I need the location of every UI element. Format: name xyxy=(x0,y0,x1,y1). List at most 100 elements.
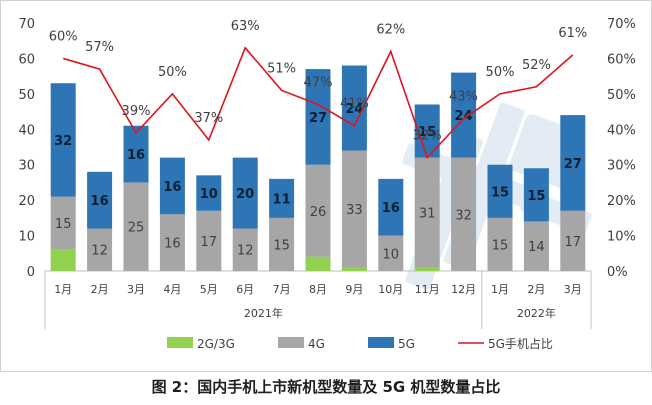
line-data-label: 61% xyxy=(558,26,587,41)
line-data-label: 32% xyxy=(413,129,442,144)
line-data-label: 60% xyxy=(49,29,78,44)
x-tick-label: 9月 xyxy=(345,283,363,296)
bar-label: 16 xyxy=(91,194,109,209)
line-data-label: 37% xyxy=(194,111,223,126)
line-data-label: 57% xyxy=(85,40,114,55)
line-data-label: 50% xyxy=(486,65,515,80)
bar-segment xyxy=(523,168,549,222)
x-tick-label: 10月 xyxy=(378,283,403,296)
legend-label: 5G手机占比 xyxy=(488,336,553,351)
legend-label: 5G xyxy=(398,337,415,351)
line-data-label: 63% xyxy=(231,19,260,34)
x-tick-label: 7月 xyxy=(273,283,291,296)
x-tick-label: 3月 xyxy=(564,283,582,296)
bar-label: 16 xyxy=(163,180,181,195)
y-tick-label: 60 xyxy=(18,52,35,67)
bar-label: 16 xyxy=(127,148,145,163)
bar-label: 16 xyxy=(382,201,400,216)
line-data-label: 39% xyxy=(122,104,151,119)
x-tick-label: 4月 xyxy=(163,283,181,296)
bar-segment xyxy=(232,157,258,229)
bar-segment xyxy=(232,228,258,271)
bar-label: 24 xyxy=(455,109,473,124)
bar-label: 10 xyxy=(200,187,218,202)
line-series xyxy=(62,46,574,160)
bar-label: 12 xyxy=(237,244,254,259)
line-labels: 60% 57% 39% 50% 37% 63% 51% 47% 41% 62% 32% 43% 50% 5… xyxy=(49,19,588,144)
line-data-label: 43% xyxy=(449,90,478,105)
bar-segment xyxy=(523,221,549,271)
y-tick-label: 30 xyxy=(18,159,35,174)
bar-segment xyxy=(123,125,149,183)
line-data-label: 52% xyxy=(522,58,551,73)
figure-caption: 图 2：国内手机上市新机型数量及 5G 机型数量占比 xyxy=(151,378,501,396)
bar-segment xyxy=(451,72,477,158)
bar-segment xyxy=(341,267,367,271)
bar-segment xyxy=(487,217,513,271)
y2-tick-label: 70% xyxy=(607,17,636,32)
bar-labels: 15 32 12 16 25 16 16 16 17 10 12 20 15 11 26 27 33 24 10 16… xyxy=(54,102,582,262)
line-data-label: 50% xyxy=(158,65,187,80)
y-tick-label: 40 xyxy=(18,123,35,138)
bar-segment xyxy=(305,256,331,271)
y2-tick-label: 20% xyxy=(607,194,636,209)
x-tick-label: 1月 xyxy=(491,283,509,296)
x-tick-label: 2月 xyxy=(527,283,545,296)
y2-tick-label: 10% xyxy=(607,230,636,245)
y2-tick-label: 30% xyxy=(607,159,636,174)
x-tick-label: 3月 xyxy=(127,283,145,296)
line-data-label: 62% xyxy=(376,22,405,37)
bar-segment xyxy=(159,157,185,215)
bar-segment xyxy=(487,164,513,218)
bar-label: 24 xyxy=(345,102,363,117)
bar-label: 26 xyxy=(310,205,327,220)
year-label: 2022年 xyxy=(517,306,556,320)
bar-label: 17 xyxy=(201,235,218,250)
x-tick-label: 5月 xyxy=(200,283,218,296)
bar-label: 16 xyxy=(164,237,181,252)
bar-label: 10 xyxy=(383,247,400,262)
bar-segment xyxy=(123,182,149,271)
chart-frame: 0 10 20 30 40 50 60 70 0% 10% 20% 30% 40% 50% 60% 70% 1月… xyxy=(0,0,652,372)
y-tick-label: 0 xyxy=(27,265,35,280)
bar-label: 25 xyxy=(128,221,145,236)
y2-tick-label: 60% xyxy=(607,52,636,67)
bar-label: 15 xyxy=(527,189,545,204)
y-tick-label: 10 xyxy=(18,230,35,245)
bar-segment xyxy=(269,217,295,271)
bar-segment xyxy=(560,210,586,271)
bar-label: 17 xyxy=(565,235,582,250)
bar-segment xyxy=(414,267,440,271)
bar-label: 27 xyxy=(309,111,327,126)
bar-segment xyxy=(269,178,295,218)
bar-segment xyxy=(50,83,76,197)
bar-segment xyxy=(50,196,76,250)
y-tick-label: 50 xyxy=(18,88,35,103)
x-tick-label: 2月 xyxy=(91,283,109,296)
bar-label: 15 xyxy=(492,238,509,253)
line-data-label: 41% xyxy=(340,97,369,112)
line-path xyxy=(62,46,574,160)
chart-svg: 0 10 20 30 40 50 60 70 0% 10% 20% 30% 40% 50% 60% 70% 1月… xyxy=(18,17,636,351)
y2-tick-label: 0% xyxy=(607,265,628,280)
bar-segment xyxy=(378,235,404,271)
axes: 0 10 20 30 40 50 60 70 0% 10% 20% 30% 40% 50% 60% 70% 1月… xyxy=(18,17,636,329)
y2-tick-label: 50% xyxy=(607,88,636,103)
line-data-label: 47% xyxy=(304,75,333,90)
legend-swatch xyxy=(368,337,394,348)
bar-segment xyxy=(159,214,185,271)
year-label: 2021年 xyxy=(244,306,283,320)
bar-label: 27 xyxy=(564,157,582,172)
bar-segment xyxy=(87,228,113,271)
legend-swatch xyxy=(167,337,193,348)
bar-label: 14 xyxy=(528,240,545,255)
legend-swatch xyxy=(278,337,304,348)
bar-segment xyxy=(451,157,477,271)
bar-segment xyxy=(560,115,586,211)
y-tick-label: 70 xyxy=(18,17,35,32)
bar-label: 20 xyxy=(236,187,254,202)
bars xyxy=(50,65,586,271)
bar-segment xyxy=(50,249,76,271)
x-tick-label: 11月 xyxy=(415,283,440,296)
bar-segment xyxy=(87,171,113,229)
